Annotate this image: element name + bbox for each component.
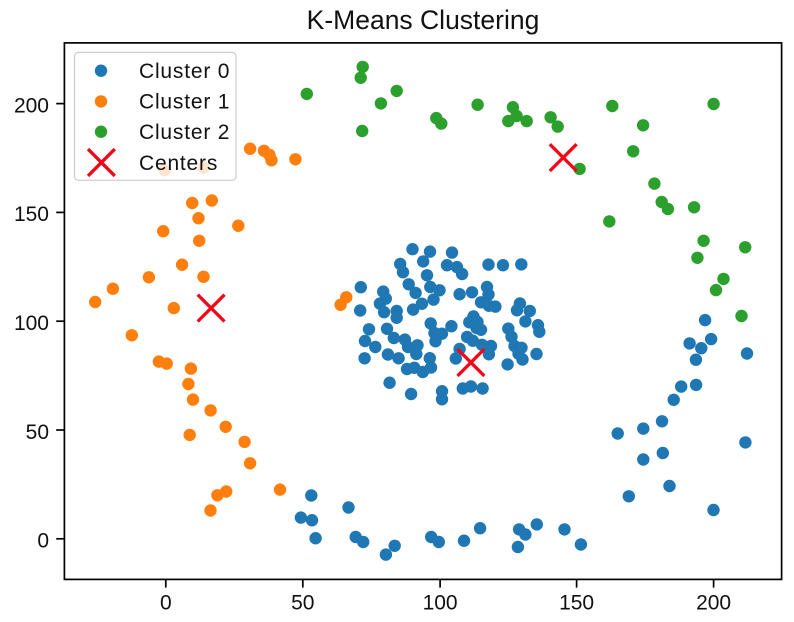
svg-text:Centers: Centers: [139, 152, 218, 175]
svg-text:200: 200: [696, 592, 731, 615]
svg-text:Cluster 2: Cluster 2: [139, 121, 230, 144]
svg-text:0: 0: [160, 592, 172, 615]
svg-text:150: 150: [14, 203, 49, 226]
svg-text:0: 0: [37, 530, 49, 553]
svg-text:100: 100: [423, 592, 458, 615]
svg-text:100: 100: [14, 312, 49, 335]
svg-text:50: 50: [26, 421, 49, 444]
svg-text:200: 200: [14, 94, 49, 117]
svg-text:Cluster 0: Cluster 0: [139, 60, 230, 83]
svg-text:K-Means Clustering: K-Means Clustering: [307, 5, 540, 35]
svg-text:Cluster 1: Cluster 1: [139, 91, 230, 114]
svg-text:50: 50: [291, 592, 314, 615]
svg-text:150: 150: [559, 592, 594, 615]
